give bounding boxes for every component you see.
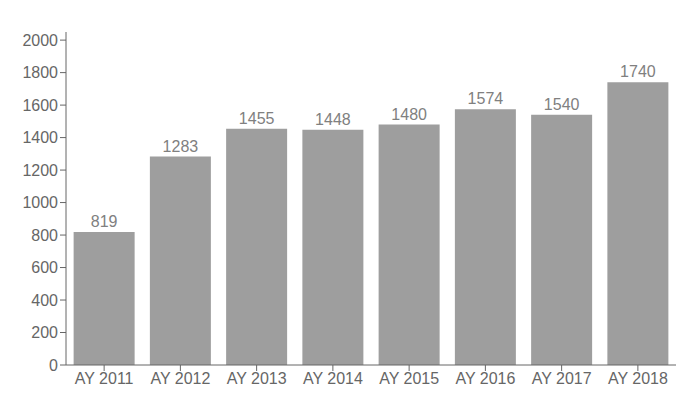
svg-text:1480: 1480 [391, 106, 427, 123]
svg-text:2000: 2000 [22, 32, 58, 49]
svg-text:1448: 1448 [315, 111, 351, 128]
svg-text:AY 2014: AY 2014 [303, 370, 363, 387]
svg-text:AY 2017: AY 2017 [532, 370, 592, 387]
svg-text:AY 2015: AY 2015 [379, 370, 439, 387]
svg-text:AY 2016: AY 2016 [455, 370, 515, 387]
svg-text:1400: 1400 [22, 129, 58, 146]
svg-text:AY 2011: AY 2011 [75, 370, 134, 387]
svg-text:AY 2012: AY 2012 [150, 370, 210, 387]
svg-text:1540: 1540 [544, 96, 580, 113]
svg-text:600: 600 [31, 259, 58, 276]
svg-text:1600: 1600 [22, 97, 58, 114]
svg-text:1200: 1200 [22, 162, 58, 179]
svg-text:1740: 1740 [620, 63, 656, 80]
svg-text:400: 400 [31, 292, 58, 309]
svg-text:1455: 1455 [239, 110, 275, 127]
svg-text:1800: 1800 [22, 64, 58, 81]
svg-text:800: 800 [31, 227, 58, 244]
svg-text:AY 2018: AY 2018 [608, 370, 668, 387]
svg-text:1000: 1000 [22, 194, 58, 211]
svg-text:1574: 1574 [468, 90, 504, 107]
svg-text:AY 2013: AY 2013 [227, 370, 287, 387]
svg-text:819: 819 [91, 213, 118, 230]
svg-text:0: 0 [49, 357, 58, 374]
svg-text:1283: 1283 [163, 138, 199, 155]
svg-text:200: 200 [31, 324, 58, 341]
